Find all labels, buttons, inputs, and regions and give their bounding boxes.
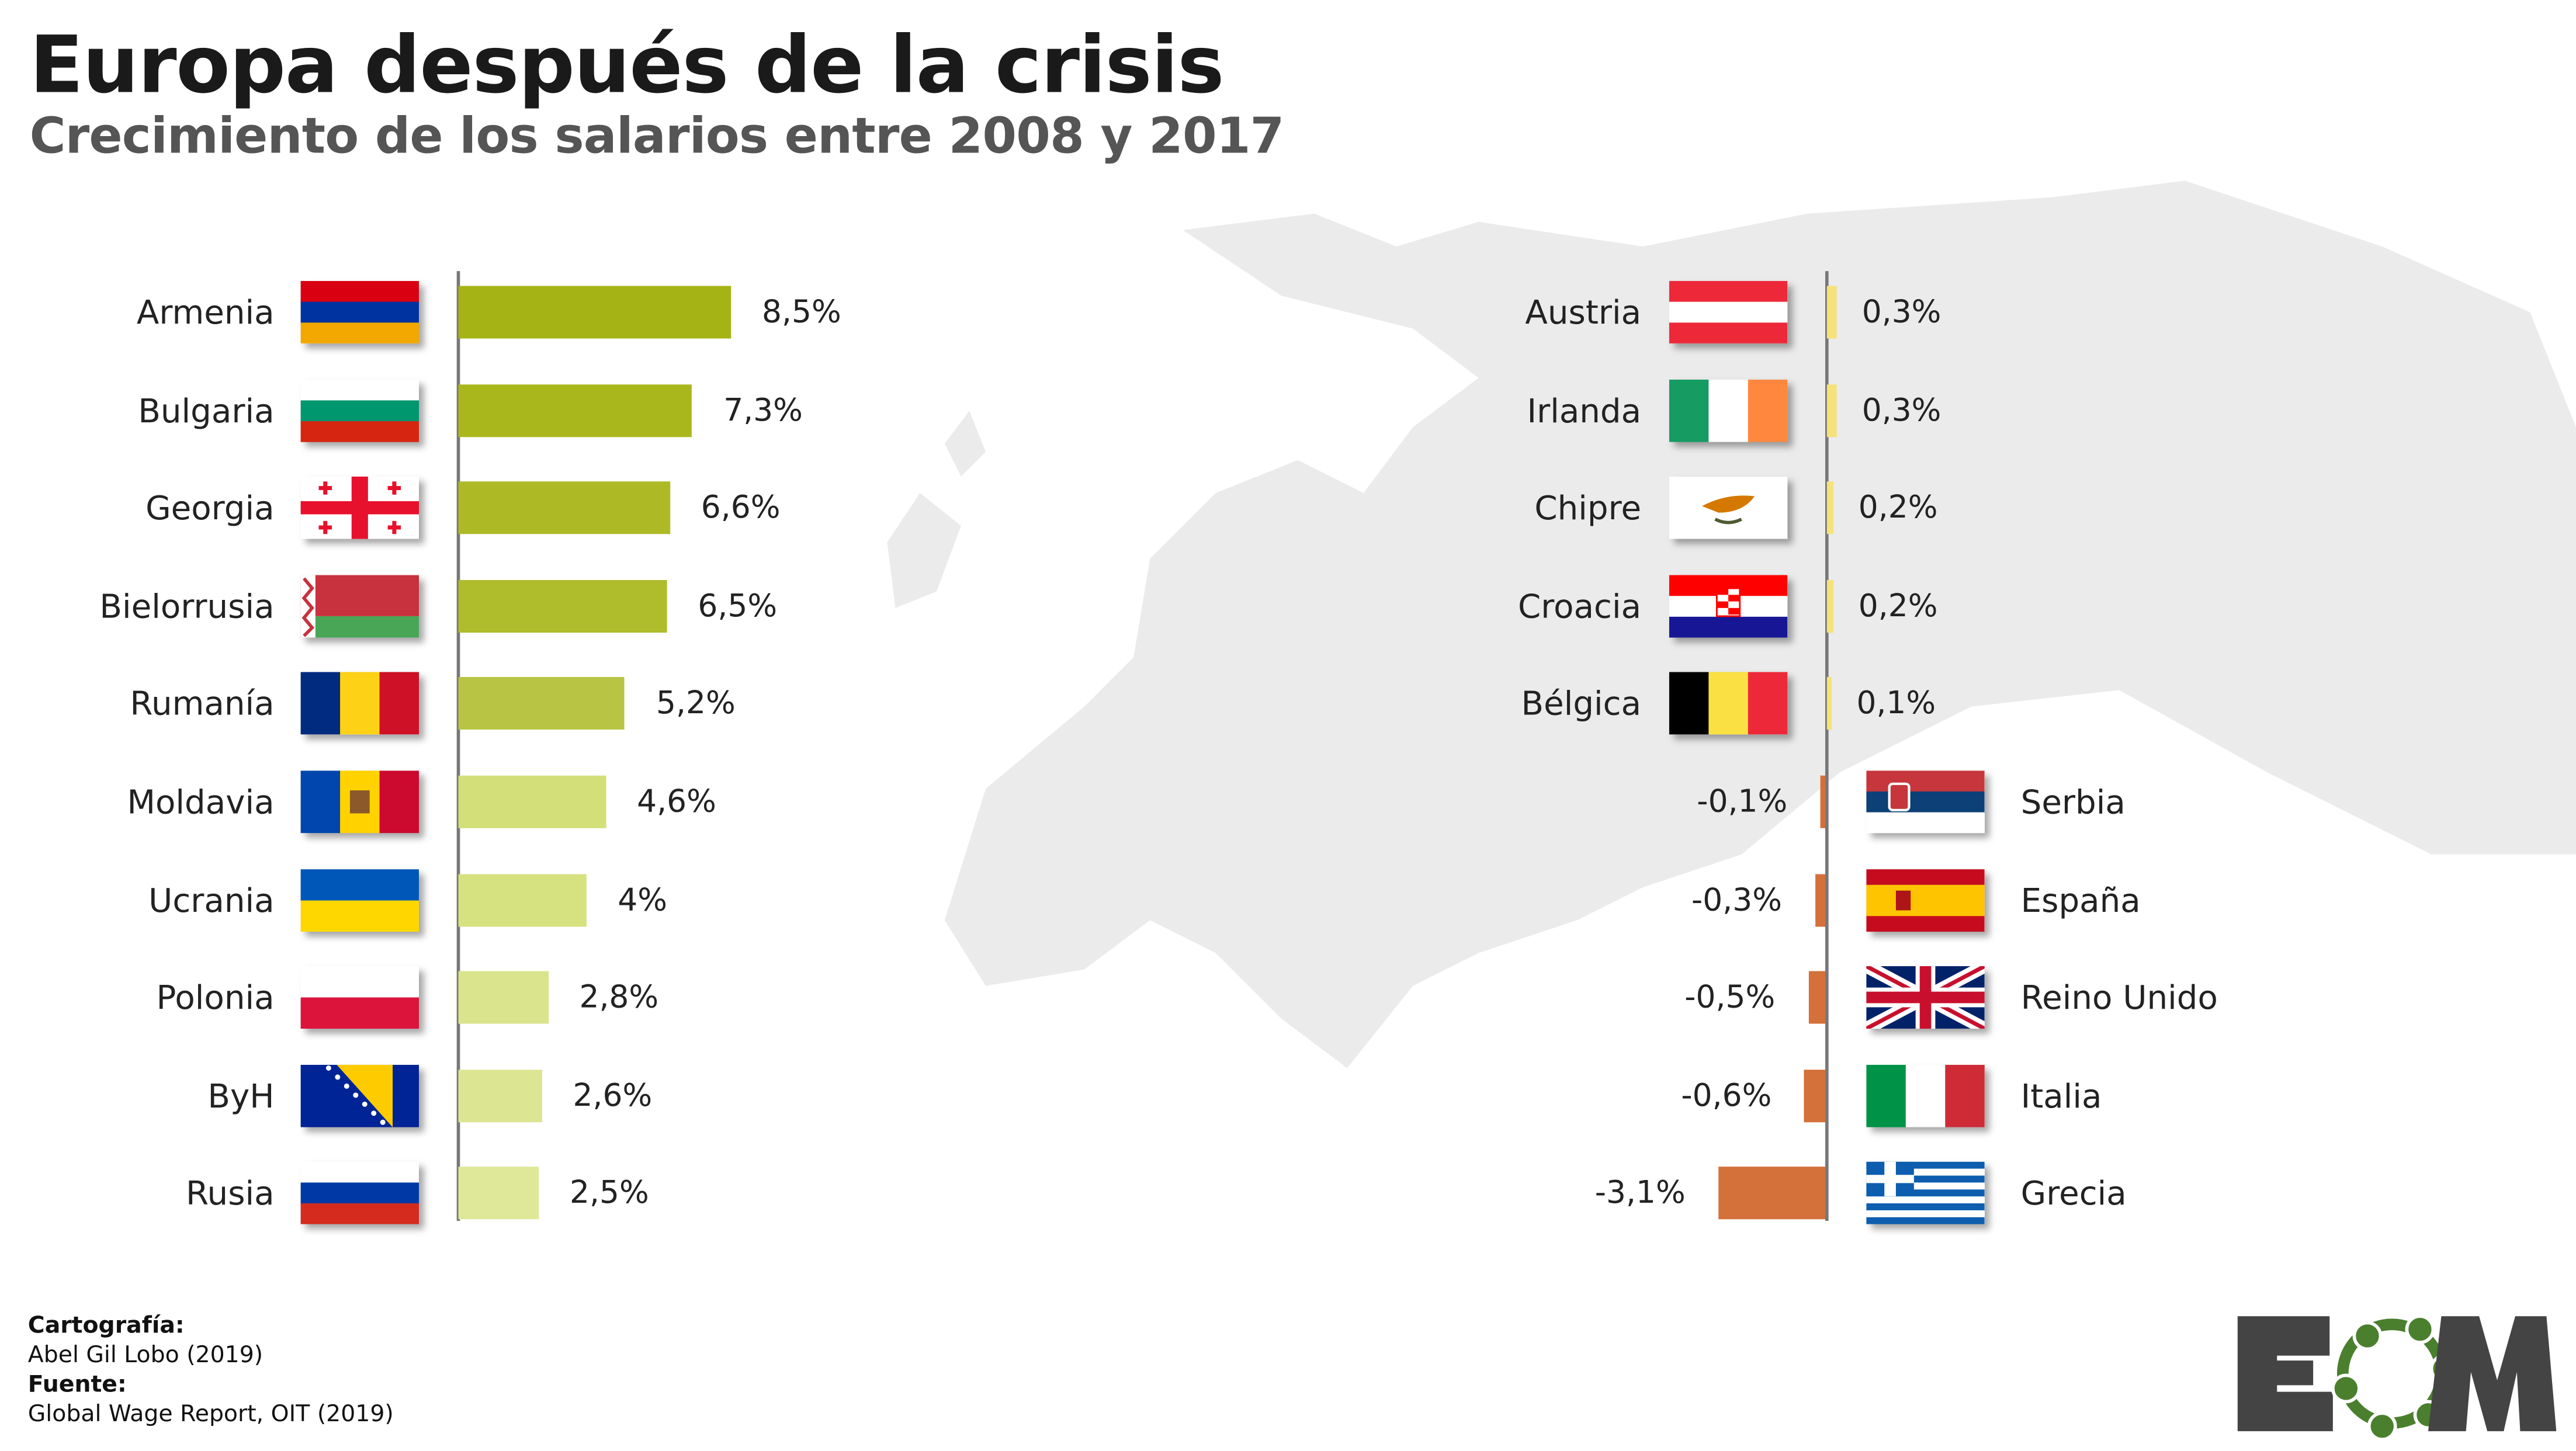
bar — [458, 971, 549, 1025]
flag-cyprus-icon — [1669, 477, 1788, 540]
country-label: Polonia — [156, 978, 275, 1018]
country-label: Irlanda — [1527, 390, 1642, 430]
flag-romania-icon — [300, 672, 419, 735]
chart-title: Europa después de la crisis — [29, 19, 1225, 112]
value-label: 0,1% — [1856, 686, 1936, 723]
value-label: 4,6% — [637, 783, 716, 820]
country-label: Reino Unido — [2020, 978, 2218, 1018]
value-label: -0,1% — [1697, 783, 1788, 820]
flag-georgia-icon — [300, 477, 419, 540]
value-label: -0,5% — [1684, 980, 1776, 1016]
source-label: Fuente: — [27, 1372, 127, 1398]
country-label: España — [2020, 880, 2141, 920]
flag-poland-icon — [300, 966, 419, 1029]
country-label: Ucrania — [148, 880, 275, 920]
bar — [1718, 1167, 1825, 1220]
flag-serbia-icon — [1866, 770, 1985, 834]
value-label: 6,5% — [698, 588, 778, 624]
source-text: Global Wage Report, OIT (2019) — [27, 1401, 394, 1428]
value-label: -3,1% — [1594, 1175, 1686, 1212]
country-label: Austria — [1525, 292, 1642, 332]
flag-bulgaria-icon — [300, 379, 419, 442]
bar — [1826, 579, 1834, 633]
bar — [1826, 678, 1832, 731]
bar — [1808, 971, 1826, 1025]
country-label: Rusia — [186, 1174, 275, 1214]
bar — [1815, 873, 1825, 926]
value-label: 2,5% — [570, 1175, 649, 1212]
bar — [1826, 384, 1837, 437]
bar — [1820, 775, 1826, 828]
bar — [1826, 286, 1837, 339]
country-label: Bielorrusia — [99, 586, 275, 626]
bar — [458, 1167, 539, 1220]
flag-italy-icon — [1866, 1064, 1985, 1127]
value-label: -0,3% — [1691, 881, 1783, 918]
bar — [458, 384, 692, 437]
flag-moldova-icon — [300, 770, 419, 834]
country-label: Croacia — [1518, 586, 1642, 626]
value-label: 0,3% — [1861, 294, 1941, 331]
country-label: Armenia — [136, 292, 275, 332]
flag-russia-icon — [300, 1162, 419, 1225]
flag-uk-icon — [1866, 966, 1985, 1029]
eom-logo — [2237, 1314, 2557, 1438]
flag-armenia-icon — [300, 281, 419, 343]
value-label: 0,3% — [1861, 392, 1941, 429]
bar — [458, 286, 731, 339]
chart-subtitle: Crecimiento de los salarios entre 2008 y… — [29, 108, 1285, 166]
bar — [458, 579, 667, 633]
value-label: -0,6% — [1681, 1077, 1772, 1114]
value-label: 5,2% — [656, 686, 736, 723]
flag-spain-icon — [1866, 868, 1985, 931]
flag-ukraine-icon — [300, 868, 419, 931]
country-label: Rumanía — [130, 684, 275, 724]
flag-bosnia-icon — [300, 1064, 419, 1127]
bar — [1804, 1069, 1825, 1122]
flag-belgium-icon — [1669, 672, 1788, 735]
value-label: 6,6% — [701, 490, 781, 526]
value-label: 0,2% — [1858, 490, 1938, 526]
flag-croatia-icon — [1669, 574, 1788, 637]
bar — [1826, 481, 1834, 534]
country-label: ByH — [207, 1075, 275, 1116]
flag-belarus-icon — [300, 574, 419, 637]
credits: Cartografía: Abel Gil Lobo (2019) Fuente… — [28, 1311, 394, 1430]
cartography-label: Cartografía: — [27, 1313, 185, 1339]
country-label: Grecia — [2020, 1174, 2127, 1214]
value-label: 4% — [618, 881, 668, 918]
country-label: Moldavia — [127, 782, 275, 822]
country-label: Italia — [2020, 1075, 2102, 1116]
flag-austria-icon — [1669, 281, 1788, 343]
cartography-author: Abel Gil Lobo (2019) — [27, 1342, 264, 1369]
bar — [458, 1069, 542, 1122]
value-label: 2,6% — [573, 1077, 653, 1114]
value-label: 8,5% — [762, 294, 841, 331]
bar — [458, 678, 625, 731]
bar — [458, 873, 587, 926]
country-label: Bulgaria — [138, 390, 275, 430]
country-label: Bélgica — [1521, 684, 1642, 724]
value-label: 0,2% — [1858, 588, 1938, 624]
value-label: 2,8% — [579, 980, 659, 1016]
right-axis — [1825, 271, 1828, 1221]
bar — [458, 481, 670, 534]
flag-greece-icon — [1866, 1162, 1985, 1225]
country-label: Chipre — [1534, 488, 1642, 528]
value-label: 7,3% — [723, 392, 803, 429]
bar — [458, 775, 606, 828]
left-axis — [456, 271, 459, 1221]
flag-ireland-icon — [1669, 379, 1788, 442]
country-label: Georgia — [145, 488, 275, 528]
country-label: Serbia — [2020, 782, 2126, 822]
